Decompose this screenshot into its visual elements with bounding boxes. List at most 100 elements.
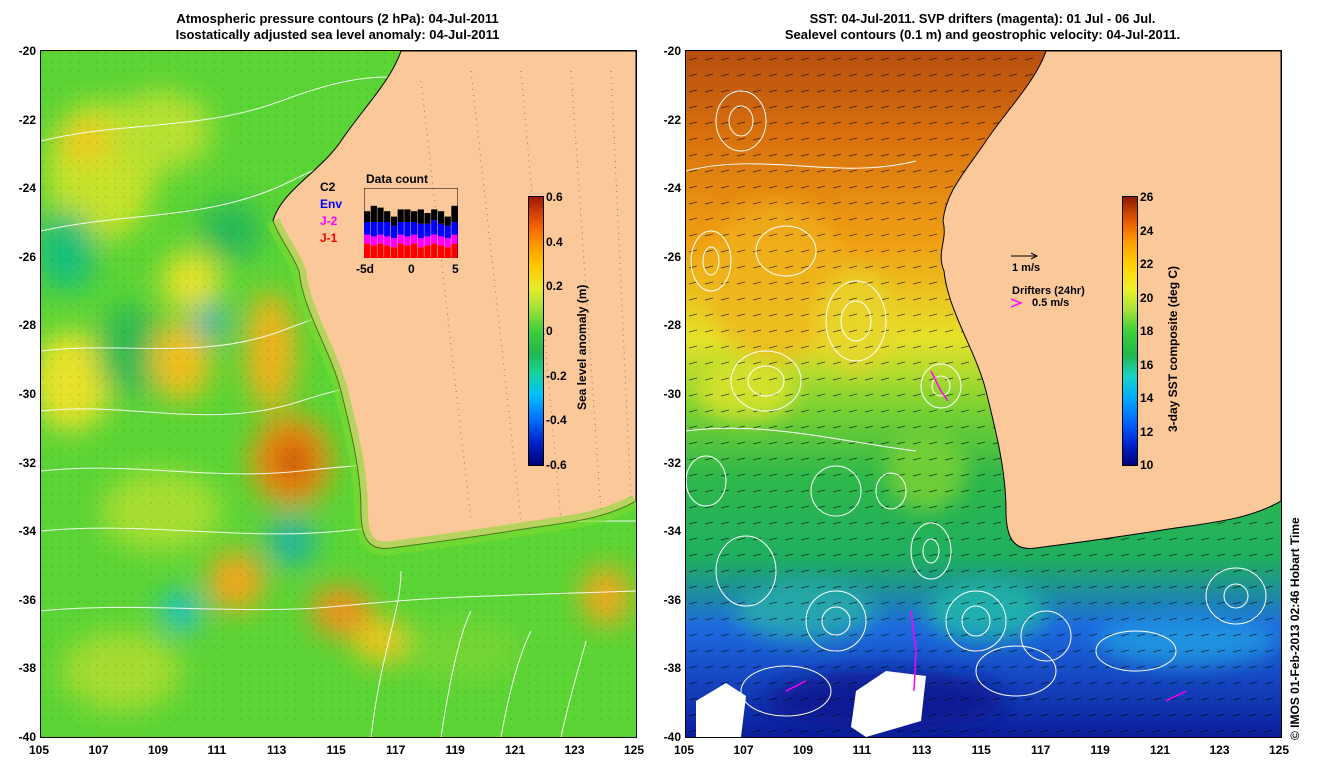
sla-colorbar-title: Sea level anomaly (m) xyxy=(575,284,589,410)
data-count-bar xyxy=(390,247,398,258)
data-count-bar xyxy=(451,222,458,235)
left-title-line1: Atmospheric pressure contours (2 hPa): 0… xyxy=(176,11,499,26)
x-tick-label: 117 xyxy=(386,743,406,757)
colorbar-tick-label: -0.2 xyxy=(546,368,567,383)
x-tick-label: 105 xyxy=(29,743,50,757)
x-tick-label: 107 xyxy=(88,743,109,757)
y-tick-label: -38 xyxy=(18,661,36,676)
y-tick-label: -40 xyxy=(663,730,681,744)
colorbar-tick-label: 24 xyxy=(1140,223,1154,238)
colorbar-tick-label: 0.2 xyxy=(546,279,563,294)
x-tick-label: 115 xyxy=(971,743,991,757)
x-tick-label: 111 xyxy=(207,743,227,757)
data-count-bar xyxy=(384,222,391,237)
right-title-line1: SST: 04-Jul-2011. SVP drifters (magenta)… xyxy=(809,11,1156,26)
y-tick-label: -26 xyxy=(663,249,681,264)
data-count-bar xyxy=(411,222,418,235)
data-count-bar-group xyxy=(364,205,458,258)
sst-map-svg xyxy=(686,51,1281,737)
drifter-legend-arrow xyxy=(1010,298,1023,308)
data-count-bar xyxy=(370,205,377,222)
colorbar-tick-label: -0.4 xyxy=(546,413,567,428)
sea-level-map-svg xyxy=(41,51,636,737)
svp-drifter-tracks xyxy=(785,370,1187,702)
velocity-legend-label: 1 m/s xyxy=(1012,262,1041,274)
y-tick-label: -32 xyxy=(18,455,36,470)
y-tick-label: -36 xyxy=(663,592,681,607)
x-tick-label: 111 xyxy=(852,743,872,757)
data-count-bar xyxy=(397,209,404,222)
data-count-bar xyxy=(451,205,458,222)
data-count-bar xyxy=(431,243,438,258)
x-tick-label: 123 xyxy=(1209,743,1230,757)
data-count-bar xyxy=(431,209,438,221)
data-count-bar xyxy=(444,247,451,258)
y-tick-label: -32 xyxy=(663,455,681,470)
colorbar-tick-label: 14 xyxy=(1140,391,1154,405)
data-count-bar xyxy=(424,236,431,246)
y-tick-label: -36 xyxy=(18,592,36,607)
data-count-bar xyxy=(444,238,451,248)
x-tick-label: 113 xyxy=(912,743,932,757)
data-count-bar xyxy=(384,245,391,258)
data-count-bar xyxy=(364,243,371,258)
data-count-bar xyxy=(437,236,445,246)
y-tick-label: -20 xyxy=(663,44,681,58)
y-tick-label: -28 xyxy=(18,318,36,333)
data-count-bar xyxy=(384,236,391,246)
data-count-bar xyxy=(377,222,384,235)
satellite-c2-label: C2 xyxy=(320,180,336,194)
x-tick-label: 125 xyxy=(624,743,645,757)
sst-colorbar-title: 3-day SST composite (deg C) xyxy=(1166,265,1180,432)
coastal-shelf xyxy=(266,218,636,556)
data-count-bar xyxy=(377,234,384,244)
data-count-bar xyxy=(417,209,424,224)
data-count-bar xyxy=(370,245,377,258)
sla-colorbar xyxy=(528,196,544,466)
y-tick-label: -20 xyxy=(18,44,36,58)
data-count-bar xyxy=(364,211,371,222)
left-map-title: Atmospheric pressure contours (2 hPa): 0… xyxy=(40,11,635,43)
data-count-bar xyxy=(444,225,451,239)
data-count-tick-minus5: -5d xyxy=(356,262,374,276)
data-count-bar xyxy=(404,236,411,246)
colorbar-tick-label: 0.4 xyxy=(546,234,563,249)
velocity-legend-arrow xyxy=(1011,252,1039,260)
data-count-bar xyxy=(397,243,404,258)
data-count-bar xyxy=(411,211,418,222)
x-tick-label: 121 xyxy=(1150,743,1171,757)
x-tick-label: 109 xyxy=(148,743,169,757)
data-count-bar xyxy=(437,223,445,237)
data-count-bar xyxy=(404,222,411,237)
satellite-j2-label: J-2 xyxy=(320,214,338,228)
colorbar-tick-label: 0 xyxy=(546,324,553,338)
data-count-bar xyxy=(390,216,398,226)
data-count-bar xyxy=(437,211,445,224)
sea-level-anomaly-map[interactable] xyxy=(40,50,637,738)
y-tick-label: -40 xyxy=(18,730,36,744)
data-count-bar xyxy=(424,223,431,237)
data-count-bar xyxy=(451,243,458,258)
data-count-bar xyxy=(364,234,371,244)
data-count-bar xyxy=(377,207,384,222)
x-tick-label: 121 xyxy=(505,743,526,757)
y-tick-label: -38 xyxy=(663,661,681,676)
data-count-bar xyxy=(451,234,458,244)
x-tick-label: 113 xyxy=(267,743,287,757)
data-count-bar xyxy=(417,247,424,258)
data-count-bar xyxy=(370,222,377,237)
data-count-bar xyxy=(397,222,404,235)
data-count-bar xyxy=(411,234,418,244)
australia-landmass-sst xyxy=(940,51,1281,550)
colorbar-tick-label: 12 xyxy=(1140,424,1154,439)
y-tick-label: -30 xyxy=(663,387,681,401)
sealevel-contours xyxy=(686,90,1267,717)
right-map-title: SST: 04-Jul-2011. SVP drifters (magenta)… xyxy=(685,11,1280,43)
x-tick-label: 119 xyxy=(1090,743,1110,757)
data-count-bar xyxy=(431,220,438,235)
sst-map[interactable] xyxy=(685,50,1282,738)
data-count-bar xyxy=(431,234,438,244)
x-tick-label: 117 xyxy=(1031,743,1051,757)
colorbar-tick-label: 20 xyxy=(1140,290,1154,305)
data-count-bar xyxy=(377,243,384,258)
